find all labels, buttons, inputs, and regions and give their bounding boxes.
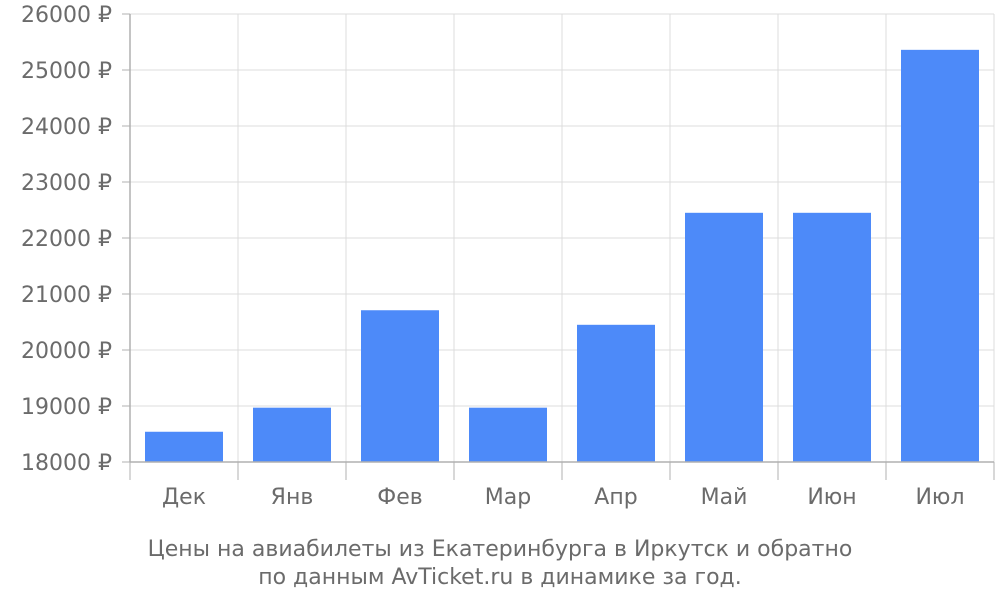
bar — [253, 407, 331, 462]
bar — [685, 212, 763, 462]
chart-caption-line-1: Цены на авиабилеты из Екатеринбурга в Ир… — [148, 537, 853, 562]
y-tick-label: 24000 ₽ — [21, 115, 112, 140]
chart-caption-line-2: по данным AvTicket.ru в динамике за год. — [258, 565, 742, 590]
bar-layer — [145, 49, 979, 463]
bar — [361, 310, 439, 462]
label-layer: 18000 ₽ 19000 ₽ 20000 ₽ 21000 ₽ 22000 ₽ 23000… — [21, 3, 965, 510]
x-tick-label: Фев — [377, 485, 422, 510]
axis-layer — [122, 13, 995, 480]
bar — [793, 212, 871, 462]
x-tick-label: Июл — [915, 485, 964, 510]
y-tick-label: 18000 ₽ — [21, 451, 112, 476]
y-tick-label: 25000 ₽ — [21, 59, 112, 84]
y-tick-label: 26000 ₽ — [21, 3, 112, 28]
x-tick-label: Мар — [485, 485, 531, 510]
bar — [577, 324, 655, 462]
x-tick-label: Янв — [271, 485, 314, 510]
x-tick-label: Апр — [594, 485, 637, 510]
y-tick-label: 19000 ₽ — [21, 395, 112, 420]
x-tick-label: Июн — [807, 485, 856, 510]
bar — [145, 431, 223, 462]
x-tick-label: Дек — [162, 485, 206, 510]
bar — [901, 49, 979, 463]
y-tick-label: 22000 ₽ — [21, 227, 112, 252]
y-tick-label: 23000 ₽ — [21, 171, 112, 196]
y-tick-label: 20000 ₽ — [21, 339, 112, 364]
grid-layer — [129, 13, 995, 463]
bar — [469, 407, 547, 462]
y-tick-label: 21000 ₽ — [21, 283, 112, 308]
x-tick-label: Май — [701, 485, 748, 510]
